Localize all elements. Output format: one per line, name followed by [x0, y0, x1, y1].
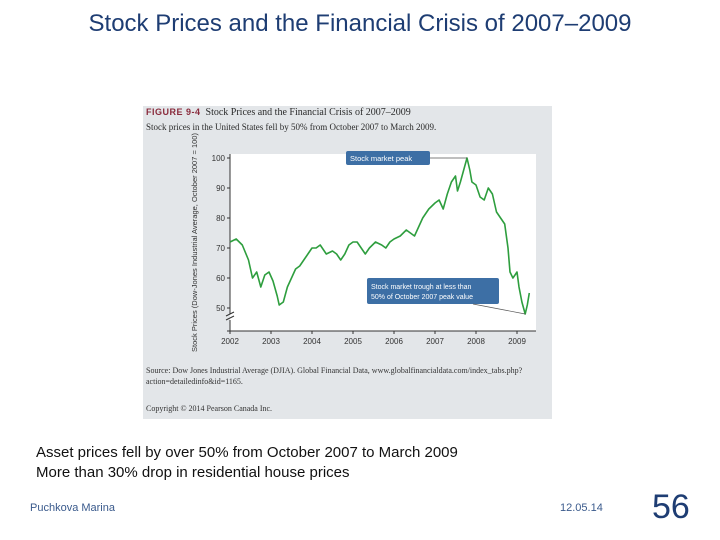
slide-title: Stock Prices and the Financial Crisis of…: [88, 10, 632, 37]
y-tick-label: 70: [216, 244, 225, 253]
trough-callout-label: 50% of October 2007 peak value: [371, 294, 473, 301]
trough-callout-label: Stock market trough at less than: [371, 284, 471, 291]
footer-author: Puchkova Marina: [30, 502, 115, 514]
figure-title: Stock Prices and the Financial Crisis of…: [205, 107, 411, 118]
y-axis-label: Stock Prices (Dow-Jones Industrial Avera…: [190, 133, 199, 352]
figure-label: FIGURE 9-4: [146, 107, 201, 117]
bullet-item: More than 30% drop in residential house …: [36, 464, 350, 481]
peak-callout-label: Stock market peak: [350, 154, 412, 163]
figure-copyright: Copyright © 2014 Pearson Canada Inc.: [146, 404, 273, 413]
figure-panel: FIGURE 9-4 Stock Prices and the Financial…: [143, 106, 552, 419]
figure-caption: Stock prices in the United States fell b…: [146, 122, 437, 132]
peak-callout: [346, 151, 430, 165]
x-tick-label: 2005: [344, 337, 362, 346]
stock-price-chart: 100 90 80 70 60 50 2002 2003 2004 2005 2006 2007 200…: [190, 133, 536, 352]
y-tick-label: 60: [216, 274, 225, 283]
x-tick-label: 2009: [508, 337, 526, 346]
trough-callout: [367, 278, 499, 304]
footer-date: 12.05.14: [560, 502, 603, 514]
trough-pointer: [472, 303, 526, 315]
y-tick-label: 80: [216, 214, 225, 223]
axis-break-mark: [225, 311, 235, 321]
slide-number: 56: [652, 488, 690, 526]
series-line: [229, 157, 531, 315]
x-tick-label: 2002: [221, 337, 239, 346]
y-tick-label: 90: [216, 184, 225, 193]
figure-source-note: Source: Dow Jones Industrial Average (DJ…: [146, 366, 523, 386]
y-tick-label: 50: [216, 304, 225, 313]
bullet-list: Asset prices fell by over 50% from Octob…: [36, 443, 458, 483]
x-tick-label: 2007: [426, 337, 444, 346]
x-tick-label: 2008: [467, 337, 485, 346]
plot-area: [230, 154, 536, 331]
x-tick-label: 2003: [262, 337, 280, 346]
bullet-item: Asset prices fell by over 50% from Octob…: [36, 444, 458, 461]
y-tick-label: 100: [212, 154, 226, 163]
x-tick-label: 2004: [303, 337, 321, 346]
figure-heading: FIGURE 9-4 Stock Prices and the Financial…: [146, 107, 411, 118]
x-tick-label: 2006: [385, 337, 403, 346]
